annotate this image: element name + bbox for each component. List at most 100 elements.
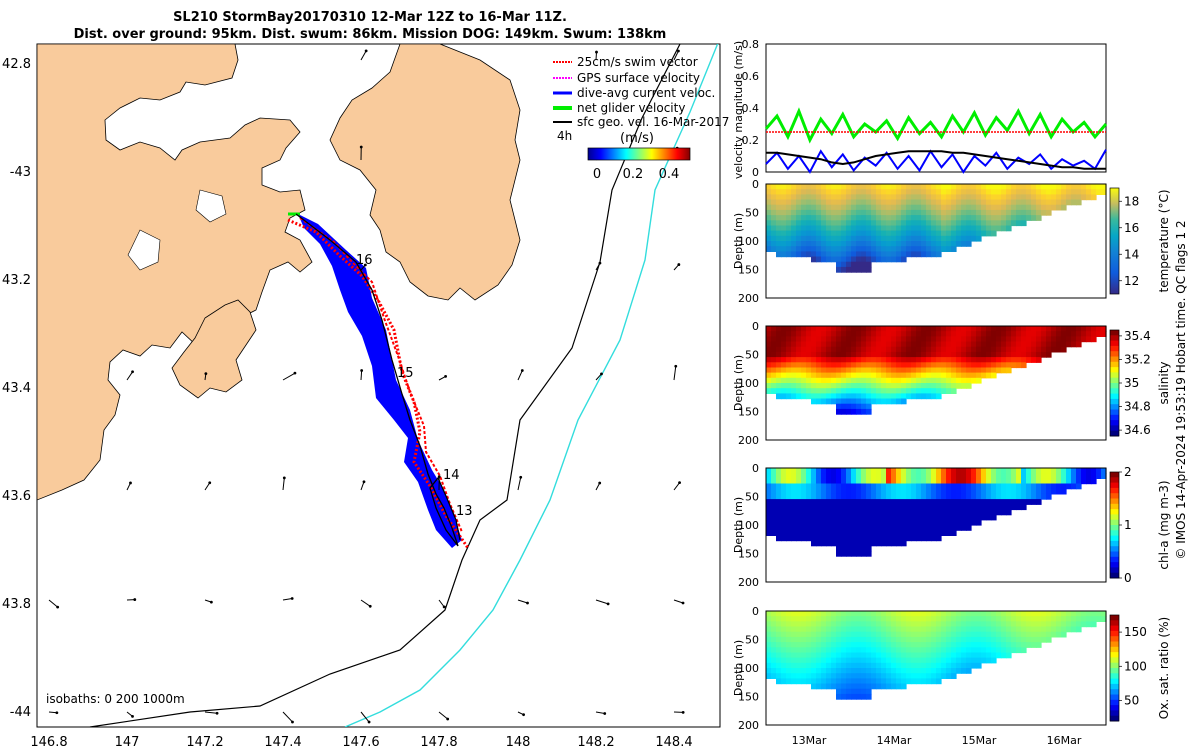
section-cell (981, 367, 987, 374)
section-cell (971, 372, 977, 379)
section-cell (891, 199, 897, 206)
section-cell (766, 530, 772, 536)
section-cell (1006, 473, 1012, 479)
section-cell (881, 383, 887, 389)
section-cell (786, 326, 792, 332)
section-cell (801, 468, 807, 474)
section-cell (906, 657, 912, 664)
section-cell (836, 351, 842, 358)
section-cell (866, 626, 872, 633)
section-cell (861, 642, 867, 648)
section-cell (771, 220, 777, 227)
section-cell (926, 468, 932, 474)
section-cell (876, 204, 882, 211)
section-cell (936, 514, 942, 521)
section-cell (991, 626, 997, 633)
section-cell (936, 642, 942, 648)
section-cell (836, 398, 842, 405)
section-cell (841, 519, 847, 526)
section-cell (886, 235, 892, 242)
section-cell (971, 341, 977, 348)
section-cell (876, 678, 882, 685)
section-cell (911, 383, 917, 389)
time-xtick: 15Mar (962, 734, 997, 747)
section-cell (861, 483, 867, 490)
section-cell (801, 631, 807, 638)
colorbar-band (1110, 361, 1119, 368)
section-cell (966, 473, 972, 479)
section-cell (871, 647, 877, 654)
colorbar-band (1110, 551, 1119, 558)
section-cell (841, 473, 847, 479)
section-cell (806, 393, 812, 400)
section-cell (791, 393, 797, 400)
section-cell (851, 483, 857, 490)
section-cell (976, 488, 982, 495)
section-cell (1061, 184, 1067, 190)
section-cell (811, 493, 817, 500)
section-cell (1076, 326, 1082, 332)
section-cell (1026, 493, 1032, 500)
section-cell (801, 235, 807, 242)
colorbar-label: salinity (1157, 361, 1171, 404)
section-cell (921, 616, 927, 622)
section-cell (1001, 351, 1007, 358)
section-cell (826, 499, 832, 505)
section-cell (811, 488, 817, 495)
section-cell (1051, 184, 1057, 190)
section-cell (1086, 326, 1092, 332)
section-cell (871, 367, 877, 374)
section-cell (936, 346, 942, 353)
section-cell (836, 493, 842, 500)
map-x-tick: 147 (115, 735, 140, 750)
sfc-arrow-head (368, 604, 372, 608)
section-cell (856, 351, 862, 358)
section-cell (946, 488, 952, 495)
section-cell (771, 499, 777, 505)
section-cell (911, 611, 917, 617)
section-cell (876, 468, 882, 474)
section-cell (891, 209, 897, 216)
section-cell (1096, 616, 1102, 622)
section-cell (801, 662, 807, 669)
section-cell (986, 488, 992, 495)
section-cell (901, 372, 907, 379)
section-cell (801, 372, 807, 379)
section-cell (971, 189, 977, 195)
section-cell (776, 189, 782, 195)
depth-ytick: 50 (745, 349, 759, 362)
section-cell (811, 514, 817, 521)
section-cell (911, 346, 917, 353)
section-cell (1006, 642, 1012, 648)
section-cell (771, 372, 777, 379)
section-cell (1076, 478, 1082, 485)
section-cell (921, 673, 927, 679)
section-cell (781, 657, 787, 664)
section-cell (966, 611, 972, 617)
section-cell (956, 215, 962, 221)
section-cell (926, 519, 932, 526)
section-cell (786, 189, 792, 195)
time-xtick: 13Mar (792, 734, 827, 747)
section-cell (981, 611, 987, 617)
section-cell (891, 478, 897, 485)
section-cell (821, 657, 827, 664)
section-cell (806, 326, 812, 332)
section-cell (906, 647, 912, 654)
section-cell (921, 642, 927, 648)
section-cell (841, 398, 847, 405)
section-cell (886, 668, 892, 674)
section-cell (971, 488, 977, 495)
section-cell (851, 626, 857, 633)
section-cell (771, 504, 777, 511)
section-cell (1036, 636, 1042, 643)
section-cell (776, 225, 782, 232)
section-cell (771, 246, 777, 252)
section-cell (941, 626, 947, 633)
colorbar-ticklabel: 12 (1124, 274, 1139, 288)
section-cell (886, 652, 892, 659)
depth-ytick: 0 (752, 178, 759, 191)
section-cell (926, 367, 932, 374)
section-cell (831, 493, 837, 500)
section-cell (836, 256, 842, 263)
